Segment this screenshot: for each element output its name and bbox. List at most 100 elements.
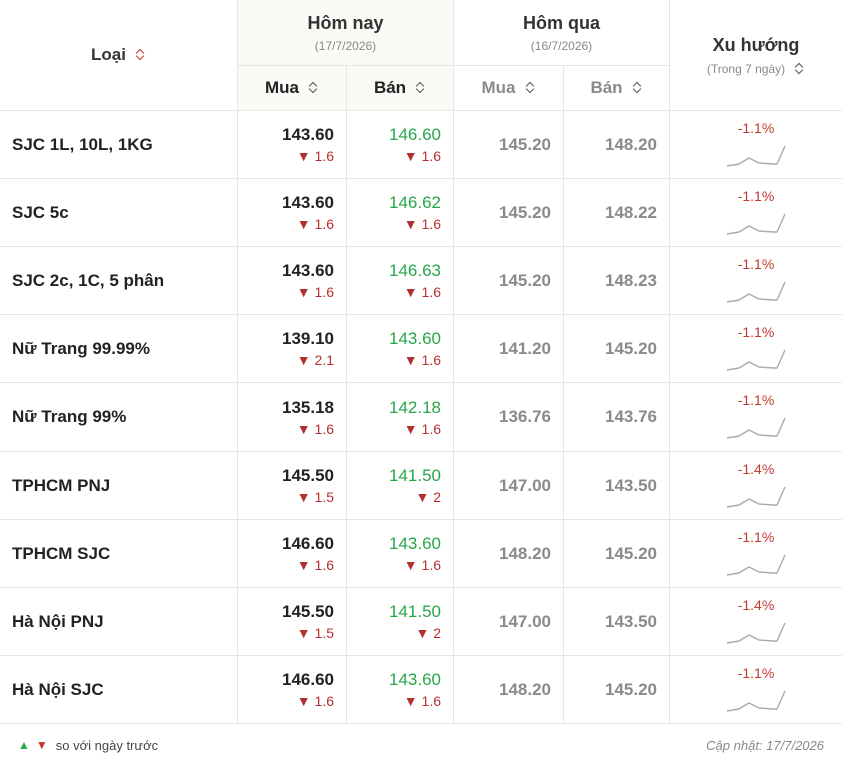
today-buy-value: 146.60 [282,534,334,553]
sort-icon[interactable] [136,48,146,62]
today-sell-cell: 143.60 ▼ 1.6 [347,656,454,724]
today-sell-value: 141.50 [389,466,441,485]
yesterday-buy-cell: 145.20 [454,179,564,247]
trend-cell: -1.1% [670,247,842,315]
today-sell-cell: 146.60 ▼ 1.6 [347,111,454,179]
yesterday-buy-value: 147.00 [499,475,551,495]
yesterday-sell-cell: 143.50 [564,452,670,520]
table-footer: ▲ ▼ so với ngày trước Cập nhật: 17/7/202… [0,724,842,766]
yesterday-buy-cell: 147.00 [454,452,564,520]
sort-icon[interactable] [416,81,426,95]
sparkline-icon [726,417,786,439]
yesterday-sell-value: 145.20 [605,679,657,699]
today-sell-change: ▼ 1.6 [403,284,441,300]
today-sell-cell: 143.60 ▼ 1.6 [347,520,454,588]
trend-label: Xu hướng [712,34,800,55]
yesterday-sell-cell: 145.20 [564,520,670,588]
yesterday-label: Hôm qua [522,12,600,33]
trend-cell: -1.1% [670,179,842,247]
column-trend-header[interactable]: Xu hướng (Trong 7 ngày) [670,0,842,111]
today-buy-change: ▼ 1.6 [296,420,334,437]
today-buy-value: 143.60 [282,261,334,280]
yesterday-buy-cell: 145.20 [454,247,564,315]
column-today-buy-header[interactable]: Mua [238,66,347,111]
today-sell-value: 143.60 [389,670,441,689]
today-buy-change: ▼ 1.6 [296,148,334,164]
sparkline-icon [726,145,786,167]
yesterday-buy-value: 145.20 [499,270,551,290]
today-buy-cell: 143.60 ▼ 1.6 [238,111,347,179]
today-sell-change: ▼ 1.6 [403,352,441,368]
column-yesterday-buy-header[interactable]: Mua [454,66,564,111]
row-name-cell: Hà Nội SJC [0,656,238,724]
row-name-cell: SJC 2c, 1C, 5 phân [0,247,238,315]
yesterday-buy-value: 147.00 [499,611,551,631]
today-sell-change: ▼ 1.6 [403,148,441,164]
today-sell-value: 142.18 [389,397,441,417]
trend-percent: -1.1% [737,392,775,408]
today-buy-cell: 146.60 ▼ 1.6 [238,656,347,724]
today-buy-change: ▼ 1.6 [296,216,334,232]
row-name: SJC 2c, 1C, 5 phân [12,270,165,290]
today-sell-cell: 141.50 ▼ 2 [347,452,454,520]
today-buy-cell: 145.50 ▼ 1.5 [238,452,347,520]
today-buy-change: ▼ 1.5 [296,625,334,641]
today-buy-cell: 146.60 ▼ 1.6 [238,520,347,588]
sort-icon[interactable] [633,81,643,95]
yesterday-buy-cell: 147.00 [454,588,564,656]
sort-icon[interactable] [526,81,536,95]
yesterday-sell-label: Bán [590,78,623,97]
yesterday-sell-cell: 143.76 [564,383,670,452]
trend-percent: -1.1% [737,323,775,340]
trend-sub-label: (Trong 7 ngày) [706,61,786,76]
today-date: (17/7/2026) [314,38,377,53]
row-name-cell: TPHCM PNJ [0,452,238,520]
today-buy-value: 139.10 [282,329,334,348]
row-name-cell: Nữ Trang 99.99% [0,315,238,383]
yesterday-sell-value: 148.20 [605,134,657,154]
today-sell-change: ▼ 1.6 [403,693,441,709]
yesterday-buy-value: 136.76 [499,407,551,426]
trend-cell: -1.1% [670,656,842,724]
sparkline-icon [726,622,786,644]
sparkline-icon [726,349,786,371]
yesterday-sell-value: 143.76 [605,407,657,426]
trend-percent: -1.1% [737,255,775,272]
today-buy-change: ▼ 1.5 [296,489,334,505]
yesterday-buy-cell: 145.20 [454,111,564,179]
row-name: SJC 1L, 10L, 1KG [12,134,153,154]
sort-icon[interactable] [795,62,805,76]
row-name: Hà Nội PNJ [12,611,104,631]
today-buy-cell: 143.60 ▼ 1.6 [238,247,347,315]
yesterday-buy-cell: 141.20 [454,315,564,383]
yesterday-group-header: Hôm qua (16/7/2026) [454,0,670,66]
column-yesterday-sell-header[interactable]: Bán [564,66,670,111]
today-sell-value: 143.60 [389,329,441,348]
row-name: SJC 5c [12,202,69,222]
trend-percent: -1.4% [737,460,775,477]
trend-sub: (Trong 7 ngày) [707,62,805,76]
row-name-cell: SJC 5c [0,179,238,247]
sparkline-icon [726,281,786,303]
row-name-cell: SJC 1L, 10L, 1KG [0,111,238,179]
today-sell-value: 146.63 [389,261,441,280]
sparkline-icon [726,690,786,712]
sort-icon[interactable] [309,81,319,95]
row-name: TPHCM PNJ [12,475,111,495]
column-today-sell-header[interactable]: Bán [347,66,454,111]
yesterday-sell-value: 145.20 [605,338,657,358]
today-sell-change: ▼ 2 [415,489,441,505]
sparkline-icon [726,486,786,508]
today-buy-value: 146.60 [282,670,334,689]
today-buy-change: ▼ 2.1 [296,352,334,368]
today-buy-cell: 145.50 ▼ 1.5 [238,588,347,656]
legend: ▲ ▼ so với ngày trước [18,738,158,753]
yesterday-sell-value: 148.22 [605,202,657,222]
sparkline-icon [726,554,786,576]
yesterday-sell-cell: 148.23 [564,247,670,315]
trend-cell: -1.4% [670,588,842,656]
yesterday-buy-cell: 136.76 [454,383,564,452]
today-buy-value: 145.50 [282,602,334,621]
column-type-header[interactable]: Loại [0,0,238,111]
today-sell-change: ▼ 1.6 [403,420,441,437]
